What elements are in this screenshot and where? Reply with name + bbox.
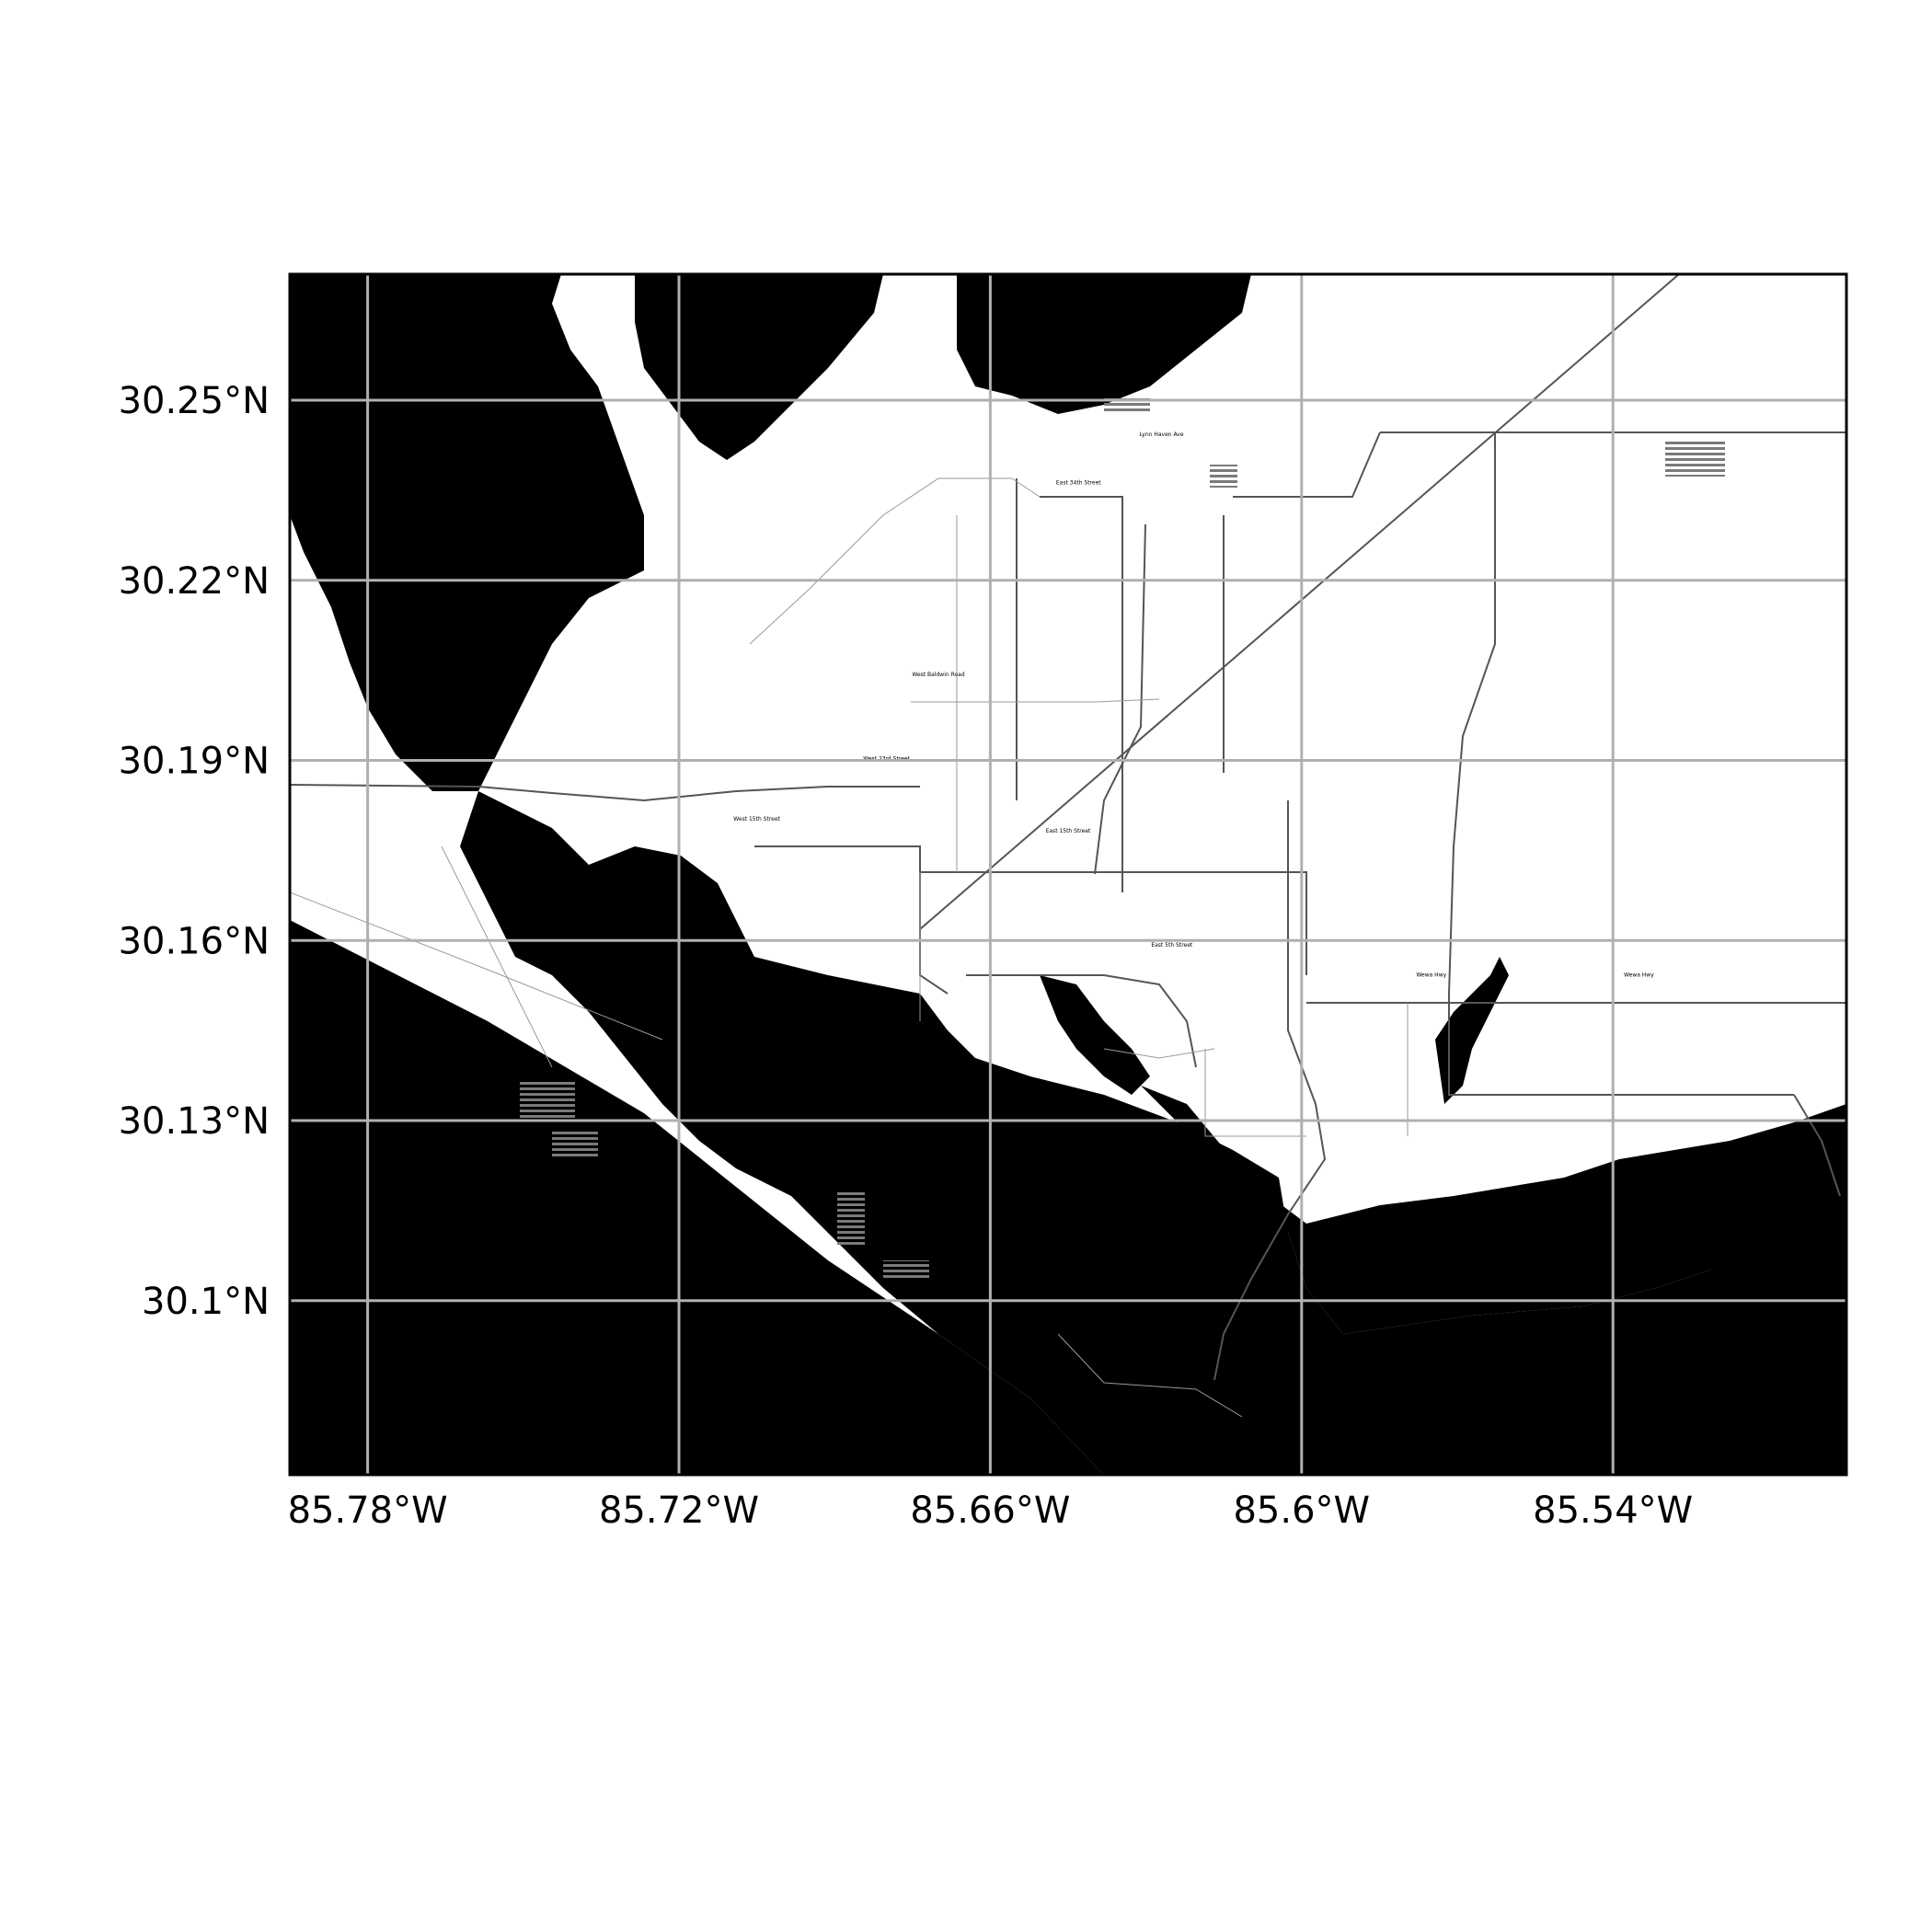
- street-label: West Baldwin Road: [912, 672, 964, 678]
- bayou-east-water: [1435, 957, 1509, 1104]
- wetland-area: [1210, 465, 1237, 488]
- wetland-area: [552, 1132, 598, 1159]
- north-bay-water: [290, 274, 644, 791]
- street-label: East 15th Street: [1046, 828, 1091, 834]
- wetland-area: [883, 1260, 929, 1279]
- wetland-area: [837, 1191, 865, 1247]
- wetland-area: [520, 1081, 575, 1118]
- st-andrew-bay-water: [460, 791, 1846, 1475]
- latitude-tick-label: 30.1°N: [142, 1281, 270, 1323]
- gulf-of-mexico-water: [290, 920, 1104, 1475]
- latitude-tick-label: 30.13°N: [119, 1100, 270, 1143]
- street-label: Lynn Haven Ave: [1140, 431, 1184, 438]
- road-network: [290, 274, 1846, 1418]
- graticule: [290, 274, 1846, 1475]
- longitude-tick-label: 85.72°W: [599, 1489, 759, 1532]
- longitude-tick-label: 85.66°W: [910, 1489, 1070, 1532]
- longitude-tick-label: 85.54°W: [1533, 1489, 1693, 1532]
- longitude-tick-labels: 85.78°W 85.72°W 85.66°W 85.6°W 85.54°W: [288, 1489, 1694, 1532]
- longitude-tick-label: 85.6°W: [1233, 1489, 1370, 1532]
- latitude-tick-labels: 30.25°N 30.22°N 30.19°N 30.16°N 30.13°N 30.1°…: [119, 380, 270, 1323]
- upper-bay-water: [635, 274, 883, 460]
- street-label: Wewa Hwy: [1416, 972, 1446, 978]
- bayou-central-water: [1040, 975, 1150, 1095]
- longitude-tick-label: 85.78°W: [288, 1489, 448, 1532]
- street-label: West 6th Street: [668, 900, 711, 906]
- street-label: West 15th Street: [733, 816, 780, 822]
- west-bay-inlet-water: [290, 274, 442, 478]
- latitude-tick-label: 30.16°N: [119, 920, 270, 962]
- north-bayou-water: [957, 274, 1251, 414]
- wetland-area: [1665, 440, 1725, 477]
- wetland-area: [1104, 398, 1150, 413]
- map-frame: [288, 272, 1848, 1477]
- street-label: Wewa Hwy: [1624, 972, 1654, 978]
- street-label: East 34th Street: [1056, 479, 1101, 486]
- latitude-tick-label: 30.19°N: [119, 741, 270, 783]
- latitude-tick-label: 30.25°N: [119, 380, 270, 422]
- east-bay-water: [1141, 1086, 1846, 1334]
- street-label: East 5th Street: [1151, 942, 1193, 949]
- latitude-tick-label: 30.22°N: [119, 560, 270, 603]
